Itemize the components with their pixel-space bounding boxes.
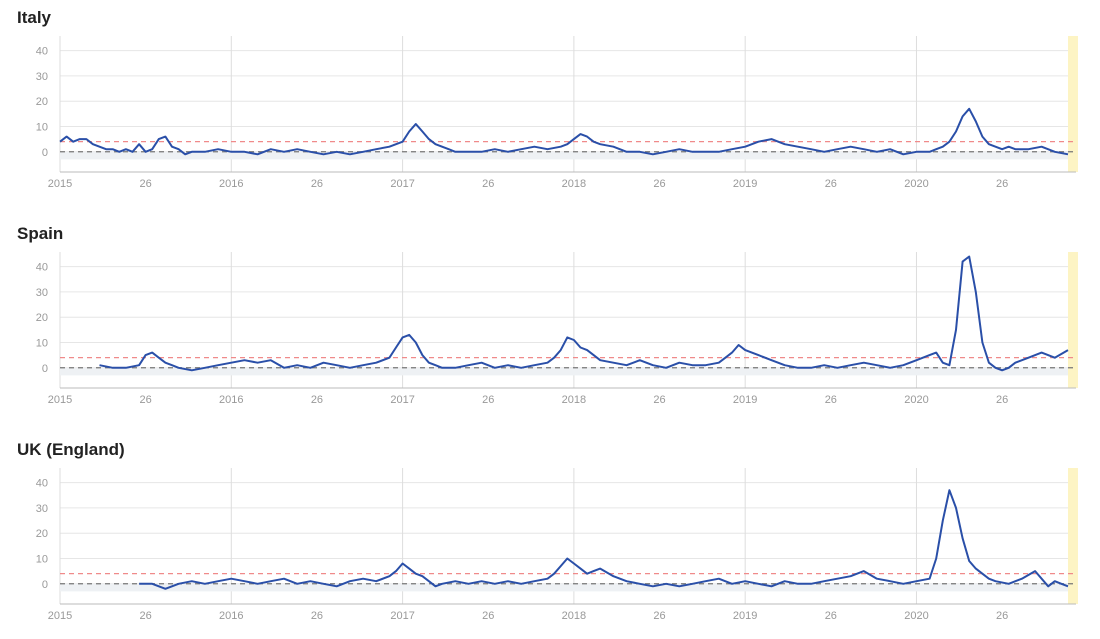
- y-tick-label: 10: [36, 337, 48, 349]
- x-tick-label: 26: [482, 610, 494, 622]
- x-tick-label: 2018: [562, 178, 586, 190]
- x-tick-label: 26: [653, 394, 665, 406]
- x-tick-label: 26: [311, 394, 323, 406]
- current-period-band: [1068, 468, 1078, 604]
- x-tick-label: 2017: [390, 178, 414, 190]
- x-tick-label: 26: [825, 394, 837, 406]
- chart-title: Italy: [17, 8, 52, 27]
- y-tick-label: 0: [42, 147, 48, 159]
- x-tick-label: 26: [482, 178, 494, 190]
- current-period-band: [1068, 252, 1078, 388]
- x-tick-label: 26: [825, 610, 837, 622]
- x-tick-label: 2018: [562, 394, 586, 406]
- x-tick-label: 2019: [733, 610, 757, 622]
- y-tick-label: 10: [36, 121, 48, 133]
- baseline-band: [60, 151, 1068, 160]
- y-tick-label: 20: [36, 312, 48, 324]
- y-tick-label: 30: [36, 503, 48, 515]
- baseline-band: [60, 583, 1068, 592]
- x-tick-label: 2016: [219, 610, 243, 622]
- x-tick-label: 26: [653, 610, 665, 622]
- x-tick-label: 26: [996, 610, 1008, 622]
- y-tick-label: 40: [36, 46, 48, 58]
- x-tick-label: 2020: [904, 178, 928, 190]
- x-tick-label: 2020: [904, 394, 928, 406]
- panel-spain: Spain 40 30 20 10 0 2015 26 2016 26 2017 26 2018 26 2…: [0, 216, 1100, 421]
- x-tick-label: 2015: [48, 394, 72, 406]
- x-tick-label: 26: [140, 610, 152, 622]
- current-period-band: [1068, 36, 1078, 172]
- x-tick-label: 26: [825, 178, 837, 190]
- series-line: [99, 255, 1069, 372]
- x-tick-label: 26: [140, 394, 152, 406]
- x-tick-label: 2016: [219, 178, 243, 190]
- y-tick-label: 40: [36, 262, 48, 274]
- y-tick-label: 20: [36, 528, 48, 540]
- x-tick-label: 26: [996, 178, 1008, 190]
- plot-uk-england: 40 30 20 10 0 2015 26 2016 26 2017 26 2018 26 2019 26 2…: [36, 468, 1078, 622]
- baseline-band: [60, 367, 1068, 376]
- chart-title: Spain: [17, 224, 64, 243]
- panel-italy: Italy 40 30 20 10 0 2015 26 2016 26 2017 26 2018 26 2…: [0, 0, 1100, 205]
- chart-title: UK (England): [17, 440, 125, 459]
- y-tick-label: 30: [36, 287, 48, 299]
- x-tick-label: 2019: [733, 394, 757, 406]
- panel-uk-england: UK (England) 40 30 20 10 0 2015 26 2016 26 2017 26…: [0, 432, 1100, 637]
- x-tick-label: 2015: [48, 610, 72, 622]
- series-line: [59, 107, 1069, 156]
- plot-spain: 40 30 20 10 0 2015 26 2016 26 2017 26 2018 26 2019 26 2…: [36, 252, 1078, 406]
- y-tick-label: 0: [42, 579, 48, 591]
- x-tick-label: 26: [653, 178, 665, 190]
- x-tick-label: 26: [140, 178, 152, 190]
- x-tick-label: 2016: [219, 394, 243, 406]
- x-tick-label: 26: [996, 394, 1008, 406]
- x-tick-label: 26: [482, 394, 494, 406]
- y-tick-label: 20: [36, 96, 48, 108]
- x-tick-label: 2015: [48, 178, 72, 190]
- y-tick-label: 40: [36, 478, 48, 490]
- x-tick-label: 26: [311, 178, 323, 190]
- plot-italy: 40 30 20 10 0 2015 26 2016 26 2017 26 2018 26 2019 26 2…: [36, 36, 1078, 190]
- y-tick-label: 30: [36, 71, 48, 83]
- x-tick-label: 2020: [904, 610, 928, 622]
- x-tick-label: 2017: [390, 610, 414, 622]
- x-tick-label: 2019: [733, 178, 757, 190]
- x-tick-label: 26: [311, 610, 323, 622]
- y-tick-label: 0: [42, 363, 48, 375]
- y-tick-label: 10: [36, 553, 48, 565]
- x-tick-label: 2018: [562, 610, 586, 622]
- x-tick-label: 2017: [390, 394, 414, 406]
- series-line: [139, 489, 1069, 590]
